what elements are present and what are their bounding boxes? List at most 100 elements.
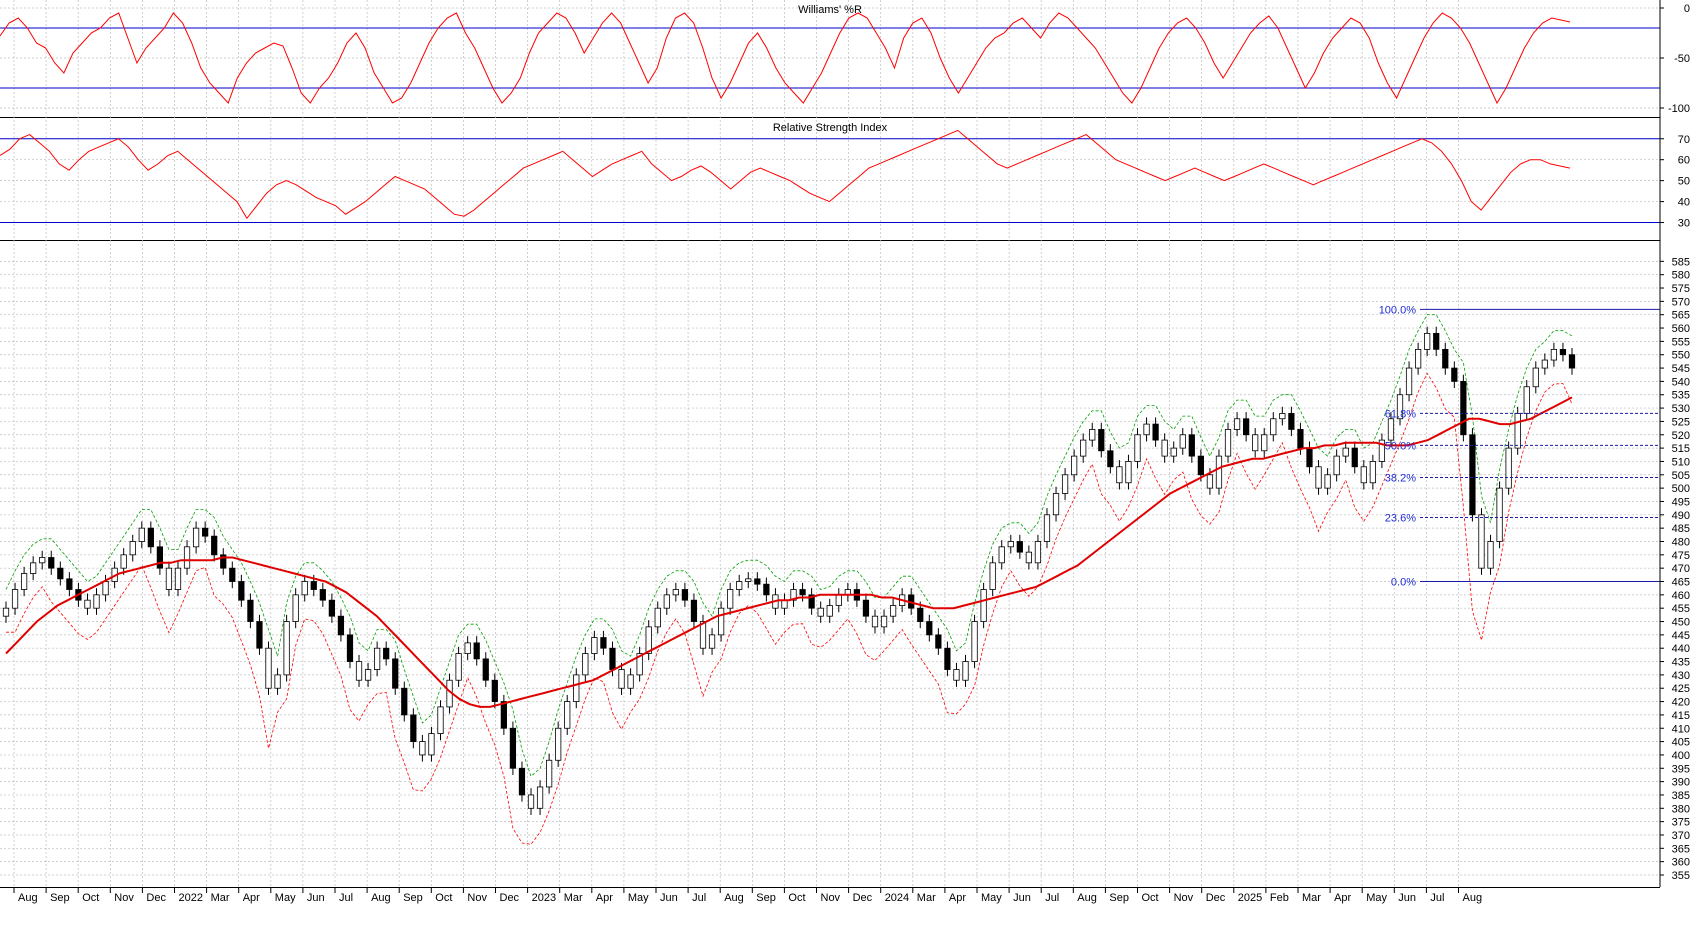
candle-body <box>1559 348 1567 356</box>
candle-body <box>229 567 236 582</box>
candle-body <box>1071 455 1078 476</box>
candle-body <box>1306 447 1313 468</box>
candle-body <box>546 759 553 788</box>
y-tick-label: 420 <box>1672 697 1690 709</box>
candle-body <box>1424 332 1431 350</box>
candle-body <box>1568 354 1576 369</box>
y-tick-label: 375 <box>1672 817 1690 829</box>
x-tick-label: Sep <box>403 892 423 904</box>
candle-body <box>202 527 209 537</box>
candle-body <box>627 674 634 689</box>
candle-body <box>455 653 462 681</box>
x-tick-label: Nov <box>1174 892 1194 904</box>
candle-body <box>1469 434 1476 516</box>
x-tick-label: Dec <box>1206 892 1226 904</box>
candle-body <box>591 637 598 654</box>
candle-body <box>518 767 526 796</box>
candle-body <box>1288 413 1295 430</box>
candle-body <box>609 647 616 670</box>
candle-body <box>1523 386 1530 414</box>
candle-body <box>464 642 471 654</box>
candle-body <box>1396 394 1404 420</box>
x-tick-label: Oct <box>82 892 99 904</box>
candle-body <box>536 786 544 809</box>
candle-body <box>401 687 408 716</box>
fibonacci-label: 38.2% <box>1385 472 1416 484</box>
candle-body <box>618 669 625 689</box>
candle-body <box>509 727 517 769</box>
candle-body <box>708 634 716 649</box>
candle-body <box>1224 429 1232 457</box>
lower-envelope-line <box>6 372 1573 845</box>
x-tick-label: 2025 <box>1238 892 1262 904</box>
y-tick-label: 535 <box>1672 390 1690 402</box>
candle-body <box>1478 514 1485 569</box>
x-tick-label: Jul <box>339 892 353 904</box>
candle-body <box>1152 423 1159 441</box>
x-tick-label: May <box>628 892 649 904</box>
candle-body <box>1360 466 1367 484</box>
y-tick-label: 575 <box>1672 283 1690 295</box>
x-tick-label: Aug <box>724 892 744 904</box>
candle-body <box>953 669 960 681</box>
candle-body <box>1107 450 1114 468</box>
candle-body <box>48 557 55 569</box>
x-tick-label: Sep <box>50 892 70 904</box>
candle-body <box>654 607 661 628</box>
x-tick-label: 2022 <box>179 892 203 904</box>
candle-body <box>926 621 933 636</box>
candle-body <box>328 599 335 617</box>
candle-body <box>690 599 698 622</box>
candle-body <box>763 583 770 596</box>
candle-body <box>1460 381 1467 436</box>
candle-body <box>1089 429 1096 441</box>
x-tick-label: Jun <box>1398 892 1416 904</box>
candle-body <box>1052 493 1060 516</box>
candle-body <box>319 589 326 601</box>
x-tick-label: Jul <box>1045 892 1059 904</box>
candle-body <box>30 562 37 574</box>
x-tick-label: Aug <box>371 892 391 904</box>
candle-body <box>156 546 164 569</box>
candle-body <box>600 637 607 649</box>
y-tick-label: 365 <box>1672 843 1690 855</box>
candle-body <box>935 634 942 649</box>
upper-envelope-line <box>5 314 1573 777</box>
y-tick-label: 495 <box>1672 496 1690 508</box>
candle-body <box>1514 413 1521 449</box>
candle-body <box>1007 541 1014 548</box>
y-tick-label: 455 <box>1672 603 1690 615</box>
candle-body <box>555 727 562 761</box>
x-tick-label: May <box>275 892 296 904</box>
candle-body <box>410 714 417 742</box>
candle-body <box>781 599 788 609</box>
moving-average-line <box>5 396 1573 708</box>
y-tick-label: 390 <box>1672 777 1690 789</box>
y-tick-label: 355 <box>1672 870 1690 882</box>
x-tick-label: Oct <box>435 892 452 904</box>
candle-body <box>1369 461 1376 484</box>
candle-body <box>1315 466 1322 489</box>
y-tick-label: 460 <box>1672 590 1690 602</box>
y-tick-label: 385 <box>1672 790 1690 802</box>
y-tick-label: 50 <box>1678 176 1690 188</box>
candle-body <box>1134 434 1141 462</box>
candle-body <box>889 605 897 617</box>
candle-body <box>1387 418 1395 441</box>
candle-body <box>1161 439 1168 457</box>
y-tick-label: 505 <box>1672 470 1690 482</box>
candle-body <box>383 647 390 660</box>
y-tick-label: 550 <box>1672 350 1690 362</box>
candle-body <box>1215 455 1223 489</box>
y-tick-label: 40 <box>1678 197 1690 209</box>
candle-body <box>256 621 263 649</box>
candle-body <box>292 594 299 622</box>
candle-body <box>1333 455 1340 476</box>
price-panel: 100.0% 61.8% 50.0% 38.2% 23.6% 0.0% <box>2 304 1660 845</box>
candle-body <box>880 615 888 628</box>
x-tick-label: 2024 <box>885 892 909 904</box>
x-tick-label: May <box>981 892 1002 904</box>
candle-body <box>699 621 707 649</box>
candle-body <box>1098 429 1105 452</box>
candle-body <box>564 701 571 729</box>
